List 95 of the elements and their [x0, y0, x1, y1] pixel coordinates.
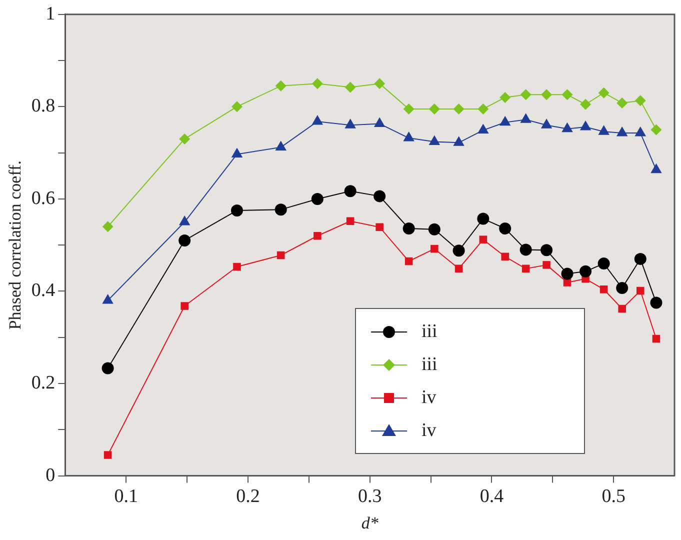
y-tick-label: 0.8	[31, 96, 56, 117]
point	[650, 296, 662, 309]
point	[499, 116, 511, 126]
point	[580, 120, 592, 130]
point	[478, 124, 489, 134]
point	[102, 362, 114, 374]
point	[231, 101, 242, 112]
point	[178, 216, 190, 226]
legend-label: iii	[422, 321, 438, 344]
point	[276, 251, 285, 260]
point	[230, 204, 243, 216]
legend-label: iv	[422, 420, 436, 442]
point	[404, 257, 413, 266]
point	[104, 451, 112, 459]
point	[402, 222, 415, 234]
point	[275, 140, 286, 151]
point	[634, 252, 646, 265]
point	[618, 304, 626, 313]
x-axis-title: d*	[361, 513, 379, 532]
point	[634, 126, 646, 136]
point	[477, 212, 490, 225]
point	[479, 236, 488, 244]
y-tick-label: 0.4	[31, 280, 56, 302]
point	[616, 282, 628, 294]
point	[453, 103, 464, 114]
point	[520, 89, 532, 100]
x-tick-label: 0.5	[602, 486, 626, 508]
point	[344, 185, 356, 198]
point	[636, 286, 644, 295]
point	[561, 268, 574, 280]
point	[314, 232, 322, 240]
point	[600, 286, 608, 294]
point	[520, 244, 532, 256]
legend-label: iv	[422, 387, 436, 410]
y-tick-label: 0.2	[31, 372, 56, 394]
point	[344, 118, 356, 128]
x-tick-label: 0.3	[358, 486, 382, 508]
point	[403, 103, 414, 114]
point	[275, 80, 286, 92]
point	[598, 125, 610, 135]
legend-label: iii	[422, 354, 438, 376]
point	[562, 89, 573, 100]
point	[520, 113, 532, 123]
point	[179, 133, 190, 144]
point	[312, 78, 323, 90]
y-axis-title: Phased correlation coeff.	[6, 160, 25, 330]
point	[102, 221, 114, 232]
point	[598, 258, 610, 270]
point	[540, 244, 553, 256]
point	[428, 135, 440, 145]
point	[231, 148, 243, 158]
point	[542, 261, 550, 269]
point	[428, 103, 440, 114]
point	[403, 132, 414, 142]
point	[374, 117, 386, 127]
point	[650, 163, 662, 174]
point	[346, 217, 354, 225]
point	[233, 262, 241, 271]
point	[428, 223, 440, 236]
x-tick-label: 0.2	[236, 486, 260, 508]
x-tick-label: 0.4	[480, 486, 504, 508]
point	[616, 126, 628, 136]
point	[374, 78, 386, 90]
point	[540, 118, 552, 128]
point	[312, 114, 324, 125]
point	[178, 234, 191, 246]
y-tick-label: 0	[46, 464, 56, 486]
point	[580, 265, 592, 278]
point	[650, 124, 662, 136]
point	[311, 192, 324, 205]
point	[541, 89, 552, 100]
point	[522, 264, 530, 273]
point	[580, 98, 592, 110]
point	[499, 222, 512, 234]
point	[430, 244, 438, 253]
point	[634, 95, 646, 106]
point	[563, 278, 572, 286]
point	[344, 82, 356, 93]
point	[500, 92, 511, 103]
point	[453, 136, 464, 146]
point	[478, 103, 489, 114]
point	[180, 302, 188, 310]
point	[454, 264, 463, 273]
point	[376, 223, 384, 231]
point	[501, 252, 509, 261]
x-tick-label: 0.1	[114, 486, 138, 508]
point	[598, 87, 610, 98]
point	[616, 97, 628, 108]
y-tick-label: 1	[46, 3, 56, 24]
y-tick-label: 0.6	[31, 188, 56, 209]
point	[274, 204, 287, 216]
point	[652, 334, 660, 343]
point	[374, 190, 386, 202]
point	[562, 122, 573, 132]
point	[452, 244, 465, 257]
